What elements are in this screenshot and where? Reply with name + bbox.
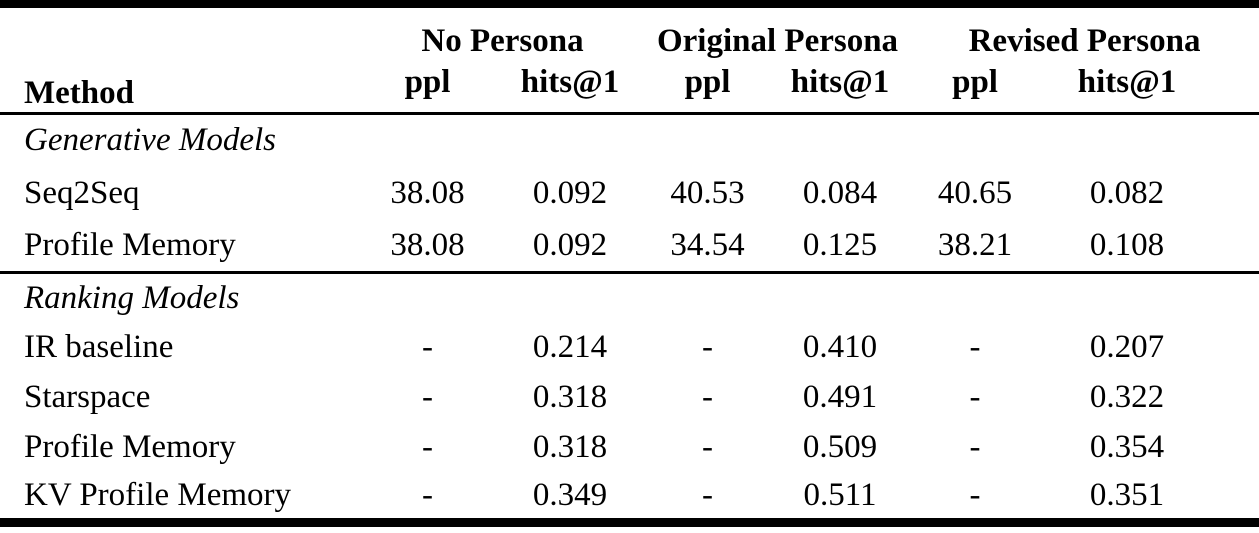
value-cell: 0.509 — [802, 429, 878, 465]
col-header-hits1-no-persona: hits@1 — [520, 64, 620, 100]
group-header-row: Method No Persona Original Persona Revis… — [0, 4, 1259, 111]
method-cell: Profile Memory — [24, 429, 236, 465]
value-cell: 0.491 — [802, 379, 878, 415]
table-header: Method No Persona Original Persona Revis… — [0, 4, 1259, 114]
section-title-row: Ranking Models — [0, 273, 1259, 323]
group-header-no-persona: No Persona — [421, 23, 584, 59]
value-cell: 0.351 — [1089, 476, 1165, 513]
table-row: Profile Memory - 0.318 - 0.509 - 0.354 — [0, 423, 1259, 473]
section-title-ranking-models: Ranking Models — [24, 279, 240, 316]
value-cell: - — [969, 379, 981, 415]
sub-header-row: ppl hits@1 ppl hits@1 ppl hits@1 — [0, 60, 1259, 114]
col-header-hits1-original-persona: hits@1 — [790, 64, 890, 100]
value-cell: - — [969, 329, 981, 365]
value-cell: 0.092 — [532, 174, 608, 211]
value-cell: 0.410 — [802, 329, 878, 365]
value-cell: - — [969, 429, 981, 465]
value-cell: 38.08 — [390, 174, 465, 211]
table-row: Seq2Seq 38.08 0.092 40.53 0.084 40.65 0.… — [0, 167, 1259, 220]
value-cell: 38.08 — [390, 226, 465, 263]
value-cell: 40.53 — [670, 174, 745, 211]
value-cell: 0.084 — [802, 174, 878, 211]
value-cell: 0.318 — [532, 429, 608, 465]
section-title-generative-models: Generative Models — [24, 122, 276, 159]
value-cell: - — [702, 379, 714, 415]
value-cell: 0.214 — [532, 329, 608, 365]
col-header-ppl-original-persona: ppl — [684, 64, 731, 100]
value-cell: 0.207 — [1089, 329, 1165, 365]
value-cell: 0.108 — [1089, 226, 1165, 263]
col-header-ppl-no-persona: ppl — [404, 64, 451, 100]
group-header-original-persona: Original Persona — [656, 23, 899, 59]
section-title-row: Generative Models — [0, 114, 1259, 167]
value-cell: - — [422, 476, 433, 513]
value-cell: 0.082 — [1089, 174, 1165, 211]
value-cell: 0.125 — [802, 226, 878, 263]
value-cell: - — [969, 476, 981, 513]
method-cell: Starspace — [24, 379, 151, 415]
method-cell: Seq2Seq — [24, 174, 140, 211]
value-cell: 0.354 — [1089, 429, 1165, 465]
section-ranking-models: Ranking Models IR baseline - 0.214 - 0.4… — [0, 273, 1259, 523]
value-cell: 38.21 — [937, 226, 1013, 263]
value-cell: - — [422, 329, 433, 365]
value-cell: 0.318 — [532, 379, 608, 415]
method-cell: KV Profile Memory — [24, 476, 292, 513]
table-row: IR baseline - 0.214 - 0.410 - 0.207 — [0, 323, 1259, 373]
value-cell: - — [702, 329, 714, 365]
value-cell: 34.54 — [670, 226, 745, 263]
group-header-revised-persona: Revised Persona — [968, 23, 1201, 59]
value-cell: - — [422, 379, 433, 415]
table-row: Starspace - 0.318 - 0.491 - 0.322 — [0, 373, 1259, 423]
value-cell: 0.322 — [1089, 379, 1165, 415]
method-cell: IR baseline — [24, 329, 174, 365]
table-row: Profile Memory 38.08 0.092 34.54 0.125 3… — [0, 220, 1259, 273]
col-header-hits1-revised-persona: hits@1 — [1077, 64, 1177, 100]
value-cell: 0.092 — [532, 226, 608, 263]
method-cell: Profile Memory — [24, 226, 236, 263]
table-row: KV Profile Memory - 0.349 - 0.511 - 0.35… — [0, 473, 1259, 523]
value-cell: 40.65 — [937, 174, 1013, 211]
value-cell: 0.511 — [803, 476, 877, 513]
value-cell: - — [422, 429, 433, 465]
value-cell: - — [702, 429, 714, 465]
value-cell: - — [702, 476, 714, 513]
method-column-header: Method — [24, 75, 134, 111]
col-header-ppl-revised-persona: ppl — [952, 64, 998, 100]
section-generative-models: Generative Models Seq2Seq 38.08 0.092 40… — [0, 114, 1259, 273]
value-cell: 0.349 — [532, 476, 608, 513]
